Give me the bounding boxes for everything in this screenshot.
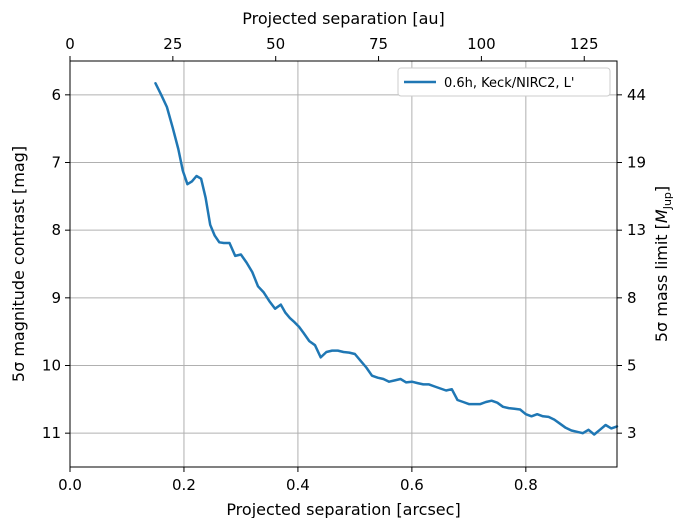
grid-layer: [70, 61, 617, 467]
ticks-layer: 0.0 0.2 0.4 0.6 0.8 6 7 8 9 10 11 0 25 50 75 100 125 44 19…: [42, 35, 646, 494]
x-tick-label: 0.8: [514, 476, 538, 494]
x-tick-label: 0.0: [58, 476, 82, 494]
right-tick-label: 13: [627, 221, 646, 239]
right-tick-label: 19: [627, 154, 646, 172]
legend: 0.6h, Keck/NIRC2, L': [397, 67, 611, 97]
top-tick-label: 75: [369, 35, 388, 53]
x-tick-label: 0.2: [172, 476, 196, 494]
right-tick-label: 8: [627, 289, 637, 307]
x-tick-label: 0.4: [286, 476, 310, 494]
plot-frame: [69, 60, 618, 468]
top-tick-label: 125: [570, 35, 599, 53]
x-tick-label: 0.6: [400, 476, 424, 494]
x-axis-label: Projected separation [arcsec]: [226, 500, 460, 518]
top-tick-label: 50: [266, 35, 285, 53]
y-tick-label: 9: [51, 289, 61, 307]
y-tick-label: 7: [51, 154, 61, 172]
right-tick-label: 44: [627, 86, 646, 104]
y-tick-label: 11: [42, 424, 61, 442]
right-axis-label-symbol: M: [652, 209, 671, 223]
right-axis-label-suffix: ]: [652, 186, 671, 192]
y-tick-label: 10: [42, 357, 61, 375]
top-axis-label: Projected separation [au]: [242, 9, 445, 28]
top-tick-label: 25: [163, 35, 182, 53]
y-tick-label: 8: [51, 221, 61, 239]
series-line: [154, 82, 619, 436]
right-tick-label: 5: [627, 357, 637, 375]
top-tick-label: 0: [65, 35, 75, 53]
right-axis-label: 5σ mass limit [MJup]: [652, 186, 674, 342]
right-axis-label-subscript: Jup: [661, 192, 674, 210]
top-tick-label: 100: [467, 35, 496, 53]
y-axis-label: 5σ magnitude contrast [mag]: [9, 146, 28, 382]
right-tick-label: 3: [627, 424, 637, 442]
right-axis-label-prefix: 5σ mass limit [: [652, 223, 671, 342]
series-layer: [154, 82, 619, 436]
legend-entry-label: 0.6h, Keck/NIRC2, L': [444, 76, 574, 91]
legend-box: [397, 67, 611, 97]
y-tick-label: 6: [51, 86, 61, 104]
